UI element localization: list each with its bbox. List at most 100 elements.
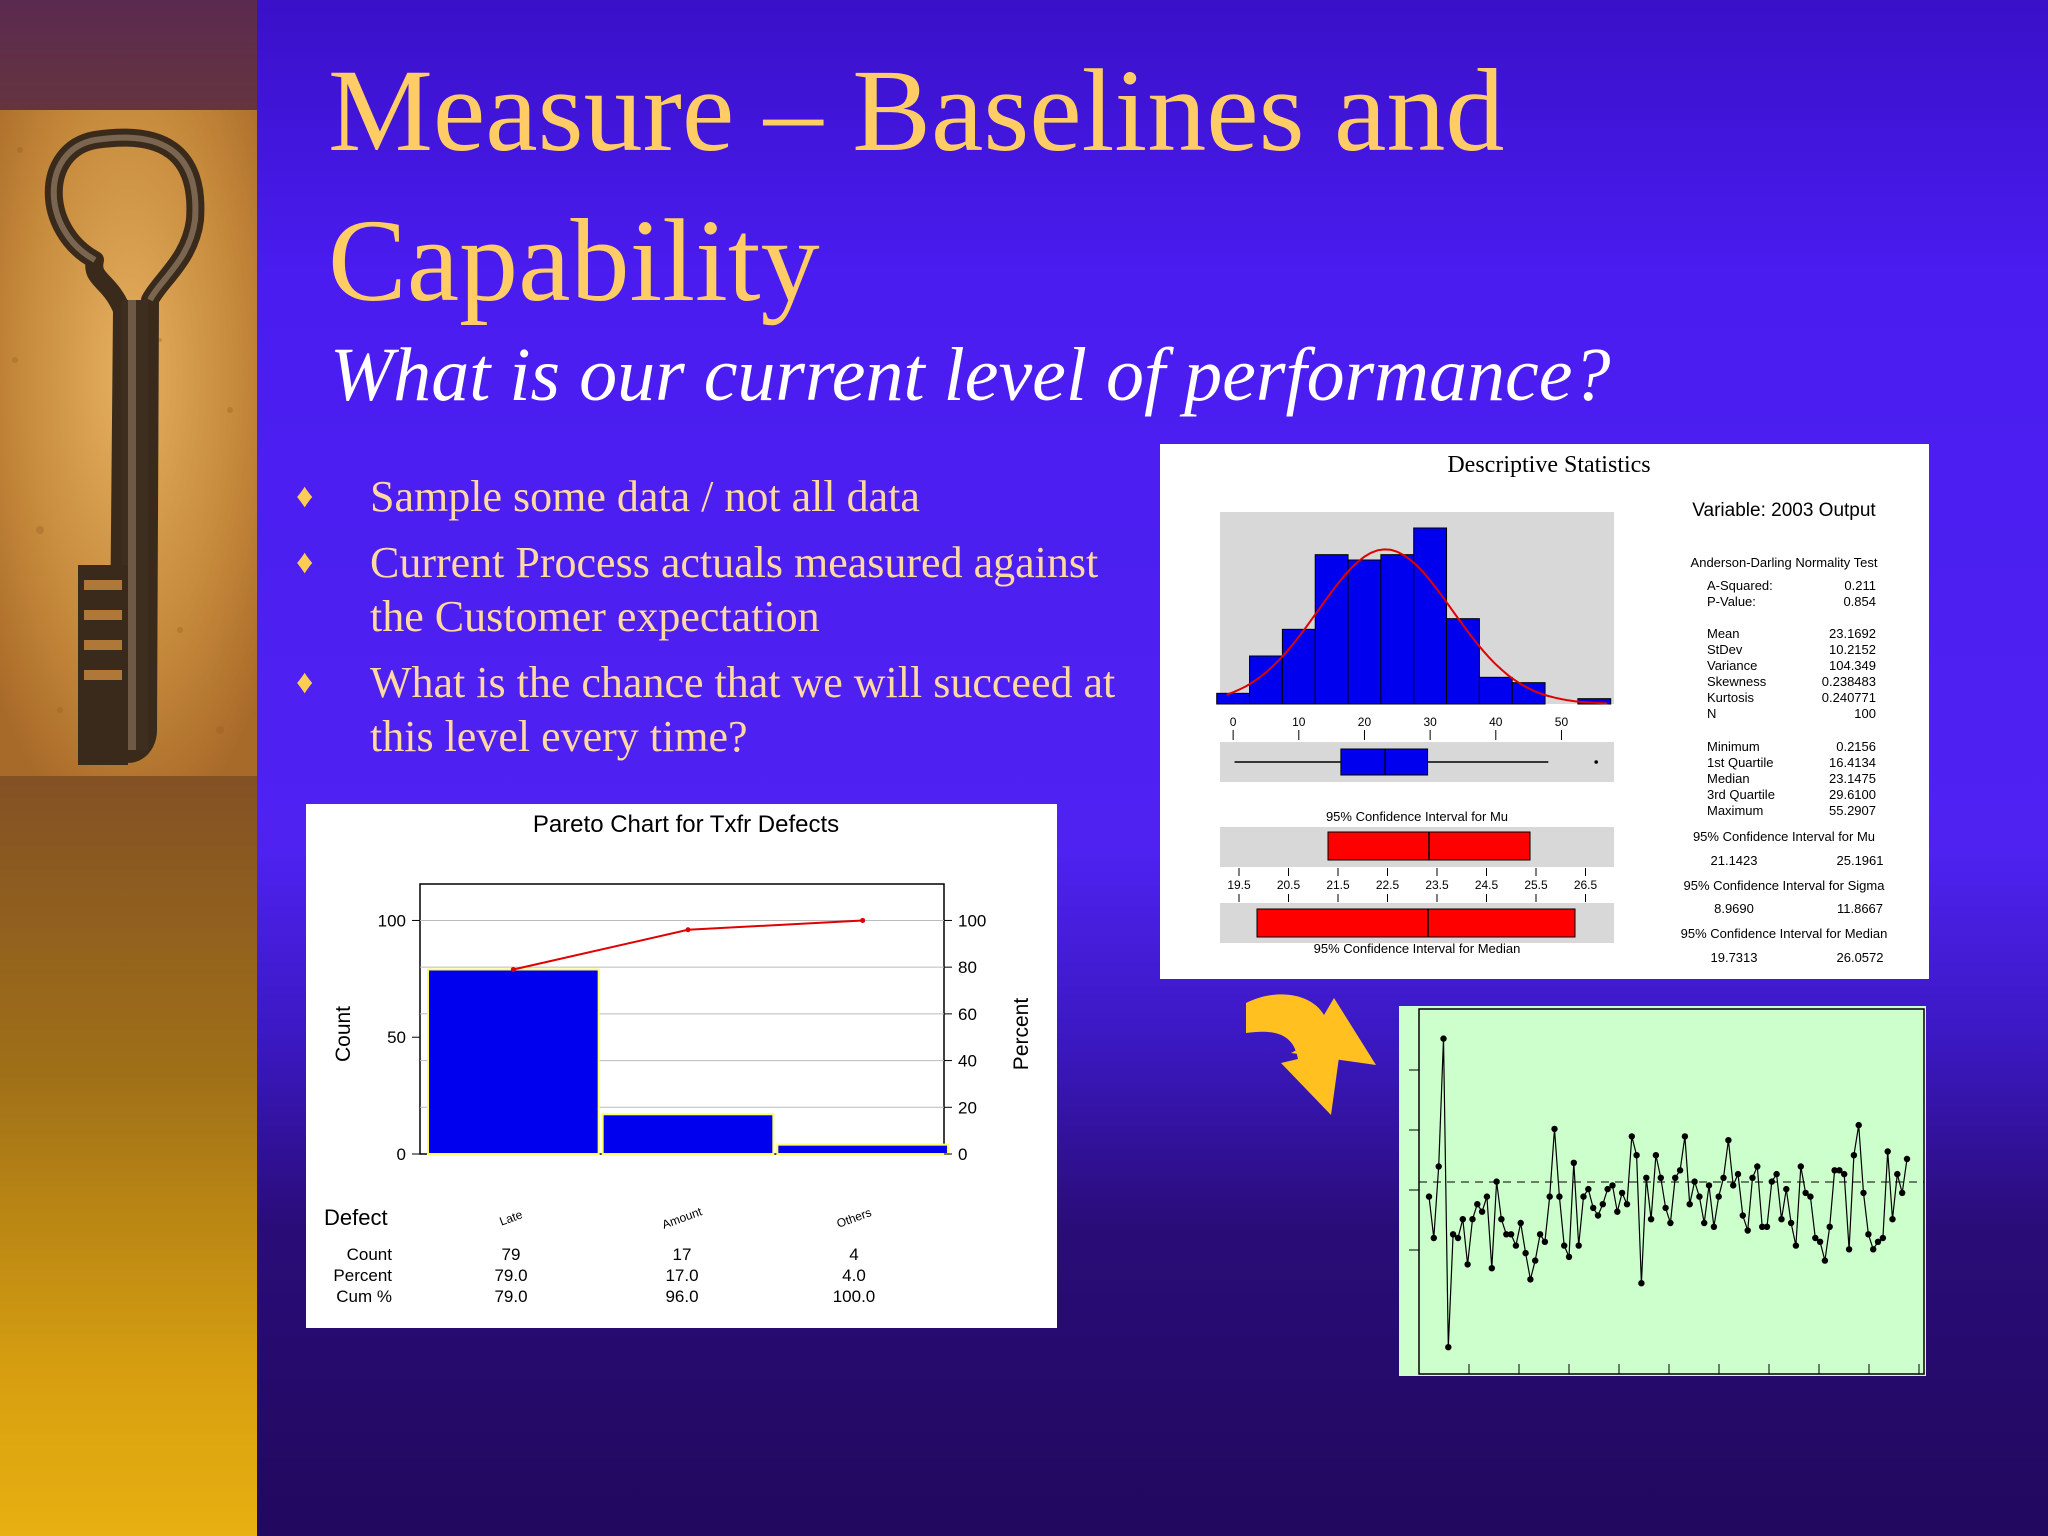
diamond-icon: ♦: [296, 544, 314, 581]
bullet-item: ♦ What is the chance that we will succeed…: [290, 656, 1150, 764]
run-chart-point: [1894, 1170, 1901, 1178]
key-icon: [0, 110, 257, 776]
run-chart-point: [1845, 1246, 1853, 1253]
histogram-tick-label: 10: [1292, 715, 1306, 729]
ci-axis-ticks: 19.5 20.5 21.5 22.5 23.5 24.5 25.5 26.5: [1227, 868, 1598, 902]
stat-value: 0.854: [1843, 594, 1876, 609]
ci-sigma-low: 8.9690: [1714, 901, 1754, 916]
run-chart-point: [1792, 1242, 1800, 1249]
run-chart-point: [1730, 1182, 1737, 1189]
stat-label: 1st Quartile: [1707, 755, 1773, 770]
run-chart-point: [1565, 1253, 1573, 1261]
pareto-right-tick-label: 80: [958, 958, 977, 977]
run-chart-point: [1464, 1261, 1471, 1268]
run-chart-point: [1498, 1216, 1505, 1223]
ci-tick-label: 21.5: [1326, 878, 1350, 892]
diamond-icon: ♦: [296, 664, 314, 701]
stat-label: N: [1707, 706, 1716, 721]
boxplot-outlier: [1594, 760, 1599, 764]
ci-tick-label: 20.5: [1277, 878, 1301, 892]
run-chart-point: [1527, 1276, 1534, 1283]
run-chart-point: [1889, 1216, 1896, 1223]
pareto-right-tick-label: 100: [958, 911, 986, 930]
pareto-cum-value: 96.0: [665, 1287, 698, 1306]
ci-tick-label: 24.5: [1475, 878, 1499, 892]
slide-title: Measure – Baselines and Capability: [328, 45, 1505, 326]
ci-tick-label: 22.5: [1376, 878, 1400, 892]
run-chart-points: [1425, 1035, 1911, 1351]
run-chart-point: [1435, 1163, 1442, 1170]
run-chart-point: [1633, 1152, 1640, 1159]
stat-value: 23.1475: [1829, 771, 1876, 786]
pareto-cum-point: [860, 917, 866, 923]
run-chart-point: [1841, 1170, 1848, 1178]
histogram-bar: [1314, 554, 1349, 705]
run-chart-point: [1493, 1178, 1500, 1185]
pareto-count-value: 79: [502, 1245, 521, 1264]
run-chart-point: [1667, 1219, 1674, 1227]
pareto-bar: [776, 1143, 950, 1155]
histogram-bar: [1380, 554, 1415, 705]
run-chart-point: [1807, 1193, 1814, 1200]
stat-label: P-Value:: [1707, 594, 1756, 609]
histogram-bar: [1281, 628, 1316, 705]
stat-value: 0.2156: [1836, 739, 1876, 754]
run-chart-point: [1763, 1223, 1771, 1230]
run-chart-point: [1874, 1238, 1882, 1245]
stat-label: Median: [1707, 771, 1750, 786]
run-chart-point: [1580, 1193, 1587, 1200]
run-chart-point: [1618, 1189, 1626, 1197]
histogram-bars: [1216, 527, 1612, 705]
run-chart-point: [1570, 1159, 1577, 1166]
run-chart-point: [1561, 1242, 1568, 1249]
stat-label: Minimum: [1707, 739, 1760, 754]
pareto-category-label: Late: [498, 1207, 525, 1228]
stats-table: Variable: 2003 Output Anderson-Darling N…: [1681, 500, 1888, 965]
run-chart-point: [1585, 1185, 1592, 1193]
pareto-right-tick-label: 40: [958, 1052, 977, 1071]
run-chart-point: [1870, 1246, 1877, 1253]
run-chart-point: [1594, 1212, 1602, 1219]
pareto-bar: [601, 1113, 775, 1156]
run-chart-point: [1720, 1174, 1727, 1181]
ci-tick-label: 25.5: [1524, 878, 1548, 892]
pareto-row-label: Count: [347, 1245, 393, 1264]
run-chart-point: [1739, 1212, 1746, 1219]
stat-value: 0.211: [1844, 578, 1876, 593]
run-chart-point: [1879, 1234, 1887, 1242]
run-chart-point: [1850, 1152, 1858, 1159]
run-chart-point: [1681, 1133, 1689, 1140]
ci-tick-label: 19.5: [1227, 878, 1251, 892]
pareto-cumulative-points: [510, 917, 866, 972]
ci-tick-label: 23.5: [1425, 878, 1449, 892]
run-chart-ticks: [1409, 1069, 1920, 1374]
stat-value: 0.240771: [1822, 690, 1876, 705]
run-chart-point: [1826, 1223, 1833, 1230]
run-chart-point: [1701, 1219, 1708, 1227]
run-chart-point: [1778, 1216, 1785, 1223]
pareto-table-header: Defect: [324, 1205, 388, 1230]
pareto-cum-point: [510, 966, 516, 972]
descriptive-stats-panel: Descriptive Statistics 0 10 20 30 40 50 95% C…: [1160, 444, 1929, 979]
run-chart-point: [1855, 1121, 1862, 1129]
run-chart-point: [1517, 1219, 1524, 1227]
run-chart-point: [1623, 1201, 1631, 1208]
run-chart: [1409, 1008, 1925, 1375]
run-chart-point: [1696, 1193, 1703, 1200]
histogram-tick-label: 40: [1489, 715, 1503, 729]
run-chart-point: [1710, 1223, 1718, 1230]
pareto-left-tick-label: 50: [387, 1028, 406, 1047]
pareto-row-label: Cum %: [336, 1287, 392, 1306]
run-chart-panel: [1399, 1006, 1926, 1376]
ci-tick-label: 26.5: [1574, 878, 1598, 892]
stat-value: 100: [1854, 706, 1876, 721]
run-chart-point: [1797, 1163, 1804, 1170]
ci-median-high: 26.0572: [1837, 950, 1884, 965]
pareto-cum-value: 79.0: [494, 1287, 527, 1306]
run-chart-point: [1744, 1227, 1751, 1234]
pareto-bar: [427, 968, 600, 1155]
run-chart-point: [1783, 1185, 1790, 1193]
pareto-right-axis-label: Percent: [1010, 998, 1033, 1071]
run-chart-point: [1454, 1234, 1462, 1242]
ci-mu-label: 95% Confidence Interval for Mu: [1326, 809, 1508, 824]
